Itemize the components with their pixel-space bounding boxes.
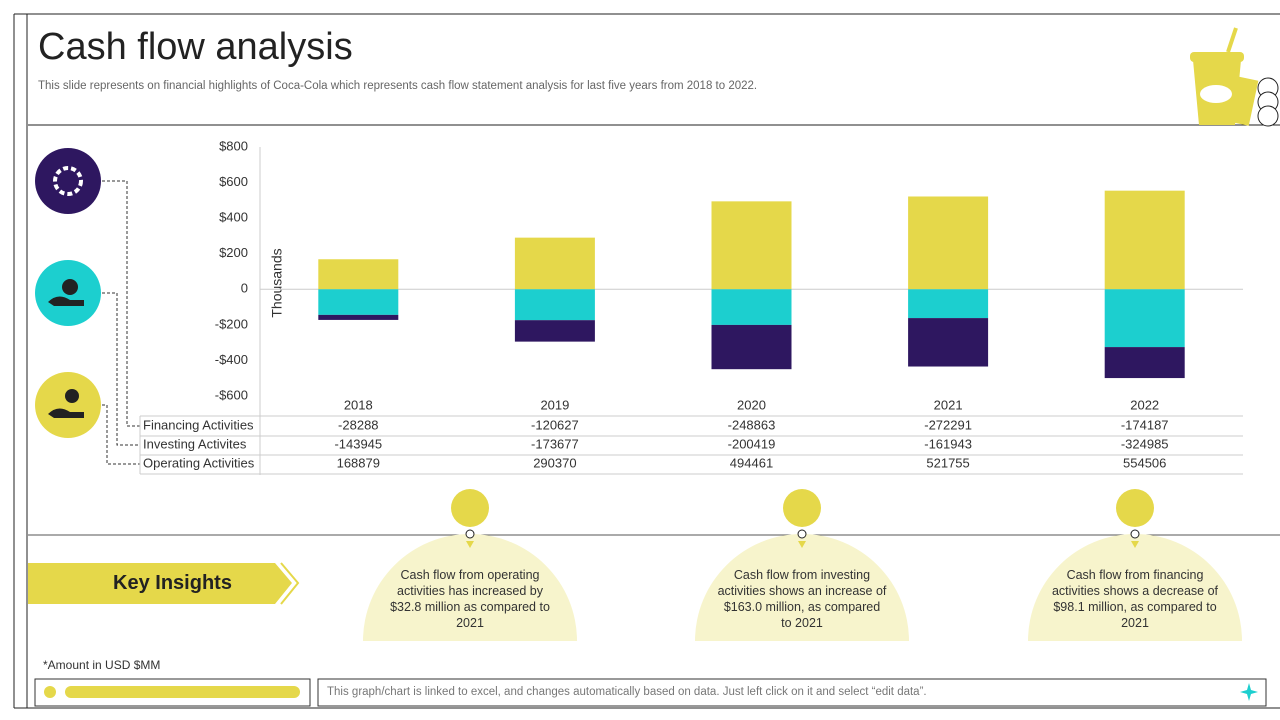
x-tick-label: 2022 bbox=[1130, 397, 1159, 412]
x-tick-label: 2020 bbox=[737, 397, 766, 412]
x-tick-label: 2021 bbox=[934, 397, 963, 412]
bar bbox=[318, 289, 399, 315]
table-cell: -200419 bbox=[728, 436, 776, 451]
insights-heading: Key Insights bbox=[113, 572, 232, 594]
y-tick-label: $800 bbox=[219, 138, 248, 153]
insight: Cash flow from financing activities show… bbox=[1051, 568, 1219, 630]
category-icons bbox=[35, 148, 101, 438]
bar bbox=[908, 289, 989, 319]
table-cell: -143945 bbox=[334, 436, 382, 451]
bar bbox=[711, 289, 792, 325]
bar bbox=[1104, 190, 1185, 290]
legend-label: Operating Activities bbox=[143, 455, 255, 470]
legend-label: Financing Activities bbox=[143, 417, 254, 432]
table-cell: 290370 bbox=[533, 455, 576, 470]
bar bbox=[514, 237, 595, 290]
table-cell: 554506 bbox=[1123, 455, 1166, 470]
insight-decor bbox=[28, 489, 1242, 641]
table-cell: 168879 bbox=[337, 455, 380, 470]
frame bbox=[13, 13, 1280, 709]
table-cell: -324985 bbox=[1121, 436, 1169, 451]
insight: Cash flow from investing activities show… bbox=[717, 568, 887, 630]
bar bbox=[514, 320, 595, 342]
bottom-bar bbox=[34, 678, 1267, 707]
bar bbox=[514, 289, 595, 321]
y-tick-label: $600 bbox=[219, 174, 248, 189]
table-cell: -272291 bbox=[924, 417, 972, 432]
bar bbox=[1104, 347, 1185, 379]
note: This graph/chart is linked to excel, and… bbox=[327, 686, 927, 698]
bar bbox=[908, 318, 989, 367]
y-tick-label: -$200 bbox=[215, 316, 248, 331]
y-tick-label: -$600 bbox=[215, 387, 248, 402]
y-tick-label: $400 bbox=[219, 210, 248, 225]
table-cell: -248863 bbox=[728, 417, 776, 432]
connectors bbox=[102, 180, 140, 465]
footnote: *Amount in USD $MM bbox=[43, 658, 161, 672]
table-cell: -174187 bbox=[1121, 417, 1169, 432]
bar bbox=[318, 259, 399, 290]
bar bbox=[318, 314, 399, 320]
table-cell: -173677 bbox=[531, 436, 579, 451]
table-cell: -28288 bbox=[338, 417, 378, 432]
title: Cash flow analysis bbox=[38, 26, 353, 68]
bar bbox=[711, 324, 792, 370]
bar bbox=[711, 201, 792, 290]
table-cell: -120627 bbox=[531, 417, 579, 432]
bar bbox=[1104, 289, 1185, 348]
bar bbox=[908, 196, 989, 290]
x-tick-label: 2019 bbox=[540, 397, 569, 412]
table-cell: -161943 bbox=[924, 436, 972, 451]
x-tick-label: 2018 bbox=[344, 397, 373, 412]
y-tick-label: $200 bbox=[219, 245, 248, 260]
y-axis-label: Thousands bbox=[269, 248, 285, 317]
table-cell: 494461 bbox=[730, 455, 773, 470]
y-tick-label: 0 bbox=[241, 281, 248, 296]
y-tick-label: -$400 bbox=[215, 352, 248, 367]
cup-icon bbox=[1190, 27, 1279, 127]
subtitle: This slide represents on financial highl… bbox=[38, 80, 758, 92]
table-cell: 521755 bbox=[926, 455, 969, 470]
legend-label: Investing Activites bbox=[143, 436, 247, 451]
insight: Cash flow from operating activities has … bbox=[390, 568, 550, 630]
